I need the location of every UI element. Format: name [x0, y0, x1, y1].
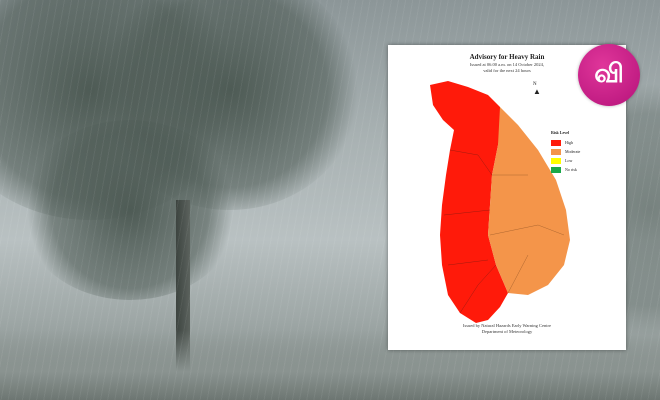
map-footer: Issued by Natural Hazards Early Warning …: [462, 323, 552, 334]
map-subtitle: Issued at 06.00 a.m. on 14 October 2024,…: [469, 62, 545, 73]
sri-lanka-map: [430, 81, 570, 323]
brand-logo: வி: [578, 44, 640, 106]
high-risk-region: [430, 81, 508, 323]
legend-item-low: Low: [551, 156, 580, 165]
north-arrow-icon: N ▲: [533, 82, 541, 96]
map-title: Advisory for Heavy Rain: [469, 53, 545, 61]
moderate-risk-region: [488, 107, 570, 295]
legend-item-moderate: Moderate: [551, 147, 580, 156]
legend-item-no-risk: No risk: [551, 165, 580, 174]
risk-legend: Risk Level High Moderate Low No risk: [551, 130, 581, 174]
legend-item-high: High: [551, 138, 580, 147]
